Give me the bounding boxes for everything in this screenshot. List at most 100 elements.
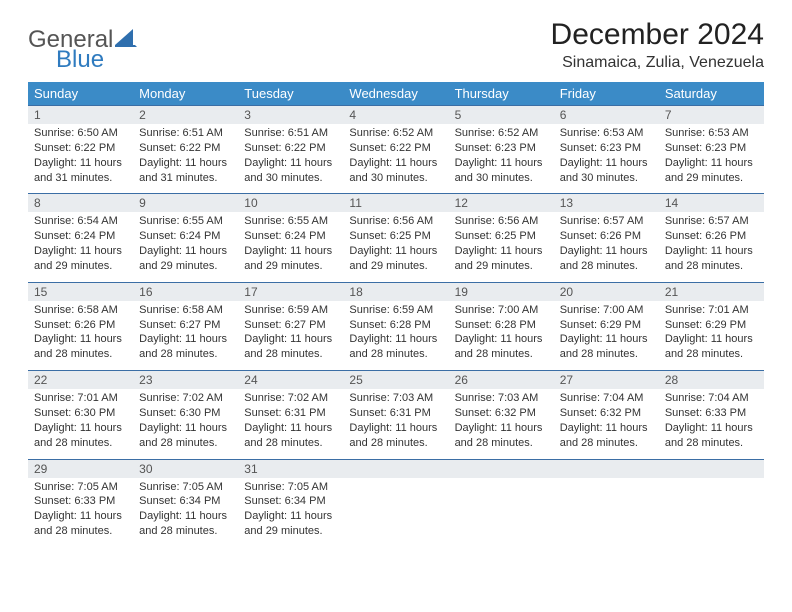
sunset-line: Sunset: 6:34 PM: [139, 494, 232, 509]
day-cell: 27Sunrise: 7:04 AMSunset: 6:32 PMDayligh…: [554, 371, 659, 459]
day-number: 29: [28, 460, 133, 478]
sunset-line: Sunset: 6:26 PM: [34, 318, 127, 333]
day-body: Sunrise: 6:59 AMSunset: 6:28 PMDaylight:…: [343, 301, 448, 370]
sunset-line: Sunset: 6:26 PM: [560, 229, 653, 244]
daylight-line: Daylight: 11 hours and 31 minutes.: [34, 156, 127, 186]
sunrise-line: Sunrise: 7:03 AM: [349, 391, 442, 406]
sunset-line: Sunset: 6:29 PM: [665, 318, 758, 333]
day-number: 12: [449, 194, 554, 212]
day-cell: 29Sunrise: 7:05 AMSunset: 6:33 PMDayligh…: [28, 459, 133, 547]
daylight-line: Daylight: 11 hours and 28 minutes.: [560, 332, 653, 362]
day-cell: [449, 459, 554, 547]
day-body: Sunrise: 6:58 AMSunset: 6:27 PMDaylight:…: [133, 301, 238, 370]
day-cell: 21Sunrise: 7:01 AMSunset: 6:29 PMDayligh…: [659, 282, 764, 370]
sunset-line: Sunset: 6:23 PM: [560, 141, 653, 156]
sunrise-line: Sunrise: 6:51 AM: [244, 126, 337, 141]
daylight-line: Daylight: 11 hours and 28 minutes.: [139, 421, 232, 451]
page-title: December 2024: [551, 18, 764, 52]
sunset-line: Sunset: 6:24 PM: [34, 229, 127, 244]
day-cell: 30Sunrise: 7:05 AMSunset: 6:34 PMDayligh…: [133, 459, 238, 547]
dow-friday: Friday: [554, 82, 659, 106]
sunrise-line: Sunrise: 6:57 AM: [665, 214, 758, 229]
sunrise-line: Sunrise: 6:56 AM: [455, 214, 548, 229]
sunset-line: Sunset: 6:28 PM: [349, 318, 442, 333]
day-number: 21: [659, 283, 764, 301]
day-number: 23: [133, 371, 238, 389]
sunset-line: Sunset: 6:26 PM: [665, 229, 758, 244]
day-body: Sunrise: 6:51 AMSunset: 6:22 PMDaylight:…: [133, 124, 238, 193]
daylight-line: Daylight: 11 hours and 30 minutes.: [560, 156, 653, 186]
sunset-line: Sunset: 6:32 PM: [455, 406, 548, 421]
day-number: 11: [343, 194, 448, 212]
daylight-line: Daylight: 11 hours and 29 minutes.: [244, 244, 337, 274]
day-body: Sunrise: 6:58 AMSunset: 6:26 PMDaylight:…: [28, 301, 133, 370]
day-number: 8: [28, 194, 133, 212]
day-number: 18: [343, 283, 448, 301]
sunrise-line: Sunrise: 6:53 AM: [665, 126, 758, 141]
location-subtitle: Sinamaica, Zulia, Venezuela: [551, 54, 764, 72]
sunrise-line: Sunrise: 6:58 AM: [34, 303, 127, 318]
day-cell: 11Sunrise: 6:56 AMSunset: 6:25 PMDayligh…: [343, 194, 448, 282]
day-body: Sunrise: 7:05 AMSunset: 6:34 PMDaylight:…: [238, 478, 343, 547]
day-body: Sunrise: 7:01 AMSunset: 6:29 PMDaylight:…: [659, 301, 764, 370]
logo-word2: Blue: [56, 48, 137, 72]
sunrise-line: Sunrise: 6:58 AM: [139, 303, 232, 318]
daylight-line: Daylight: 11 hours and 28 minutes.: [349, 332, 442, 362]
sunrise-line: Sunrise: 6:59 AM: [244, 303, 337, 318]
sunrise-line: Sunrise: 7:00 AM: [455, 303, 548, 318]
day-cell: 1Sunrise: 6:50 AMSunset: 6:22 PMDaylight…: [28, 106, 133, 194]
sunset-line: Sunset: 6:34 PM: [244, 494, 337, 509]
sunrise-line: Sunrise: 7:03 AM: [455, 391, 548, 406]
day-cell: 2Sunrise: 6:51 AMSunset: 6:22 PMDaylight…: [133, 106, 238, 194]
day-cell: 12Sunrise: 6:56 AMSunset: 6:25 PMDayligh…: [449, 194, 554, 282]
sunset-line: Sunset: 6:28 PM: [455, 318, 548, 333]
daylight-line: Daylight: 11 hours and 28 minutes.: [34, 509, 127, 539]
daylight-line: Daylight: 11 hours and 29 minutes.: [139, 244, 232, 274]
logo: General Blue: [28, 18, 137, 72]
sunrise-line: Sunrise: 6:52 AM: [349, 126, 442, 141]
daylight-line: Daylight: 11 hours and 28 minutes.: [34, 421, 127, 451]
day-number: 13: [554, 194, 659, 212]
sunset-line: Sunset: 6:30 PM: [34, 406, 127, 421]
day-number: 20: [554, 283, 659, 301]
day-cell: [343, 459, 448, 547]
sunset-line: Sunset: 6:29 PM: [560, 318, 653, 333]
day-cell: 6Sunrise: 6:53 AMSunset: 6:23 PMDaylight…: [554, 106, 659, 194]
day-cell: 15Sunrise: 6:58 AMSunset: 6:26 PMDayligh…: [28, 282, 133, 370]
day-cell: 8 Sunrise: 6:54 AMSunset: 6:24 PMDaylight…: [28, 194, 133, 282]
day-cell: 25Sunrise: 7:03 AMSunset: 6:31 PMDayligh…: [343, 371, 448, 459]
week-row: 15Sunrise: 6:58 AMSunset: 6:26 PMDayligh…: [28, 282, 764, 370]
daylight-line: Daylight: 11 hours and 29 minutes.: [34, 244, 127, 274]
sunrise-line: Sunrise: 7:04 AM: [560, 391, 653, 406]
sunrise-line: Sunrise: 6:57 AM: [560, 214, 653, 229]
day-body: Sunrise: 6:51 AMSunset: 6:22 PMDaylight:…: [238, 124, 343, 193]
sunset-line: Sunset: 6:25 PM: [349, 229, 442, 244]
week-row: 1Sunrise: 6:50 AMSunset: 6:22 PMDaylight…: [28, 106, 764, 194]
day-number-empty: [449, 460, 554, 478]
day-body: Sunrise: 7:04 AMSunset: 6:32 PMDaylight:…: [554, 389, 659, 458]
day-number: 15: [28, 283, 133, 301]
day-body-empty: [554, 478, 659, 530]
sunrise-line: Sunrise: 6:56 AM: [349, 214, 442, 229]
day-cell: 4Sunrise: 6:52 AMSunset: 6:22 PMDaylight…: [343, 106, 448, 194]
day-body: Sunrise: 7:05 AMSunset: 6:33 PMDaylight:…: [28, 478, 133, 547]
day-body: Sunrise: 7:05 AMSunset: 6:34 PMDaylight:…: [133, 478, 238, 547]
sunset-line: Sunset: 6:24 PM: [244, 229, 337, 244]
daylight-line: Daylight: 11 hours and 28 minutes.: [349, 421, 442, 451]
sunrise-line: Sunrise: 7:02 AM: [244, 391, 337, 406]
day-cell: 26Sunrise: 7:03 AMSunset: 6:32 PMDayligh…: [449, 371, 554, 459]
sunset-line: Sunset: 6:27 PM: [244, 318, 337, 333]
dow-saturday: Saturday: [659, 82, 764, 106]
day-number: 30: [133, 460, 238, 478]
sunrise-line: Sunrise: 7:04 AM: [665, 391, 758, 406]
sunset-line: Sunset: 6:22 PM: [139, 141, 232, 156]
day-body: Sunrise: 6:52 AMSunset: 6:23 PMDaylight:…: [449, 124, 554, 193]
sunrise-line: Sunrise: 6:54 AM: [34, 214, 127, 229]
day-cell: [554, 459, 659, 547]
day-number: 5: [449, 106, 554, 124]
day-number: 10: [238, 194, 343, 212]
daylight-line: Daylight: 11 hours and 29 minutes.: [244, 509, 337, 539]
day-body: Sunrise: 6:57 AMSunset: 6:26 PMDaylight:…: [554, 212, 659, 281]
day-body: Sunrise: 6:53 AMSunset: 6:23 PMDaylight:…: [554, 124, 659, 193]
day-body: Sunrise: 7:00 AMSunset: 6:28 PMDaylight:…: [449, 301, 554, 370]
